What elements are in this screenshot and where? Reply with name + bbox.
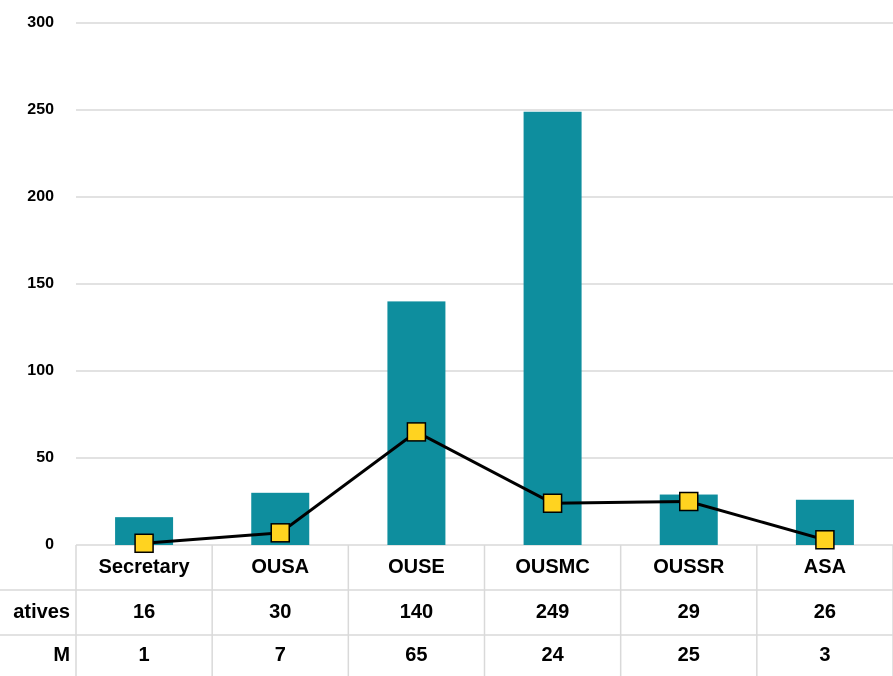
x-tick-label: OUSSR xyxy=(653,556,725,578)
table-value: 7 xyxy=(275,644,286,666)
table-value: 65 xyxy=(405,644,427,666)
x-tick-label: OUSMC xyxy=(515,556,589,578)
y-tick-label: 200 xyxy=(27,188,54,205)
bar xyxy=(523,111,582,546)
table-value: 30 xyxy=(269,601,291,623)
marker xyxy=(134,533,154,554)
x-tick-label: Secretary xyxy=(98,556,190,578)
marker xyxy=(270,523,290,543)
table-value: 16 xyxy=(133,601,155,623)
table-value: 3 xyxy=(819,644,830,666)
table-value: 25 xyxy=(678,644,700,666)
x-tick-label: ASA xyxy=(804,556,846,578)
row-label: atives xyxy=(13,601,70,623)
x-tick-label: OUSE xyxy=(388,556,445,578)
marker xyxy=(815,530,835,550)
line xyxy=(143,430,826,545)
table-value: 1 xyxy=(139,644,150,666)
table-value: 249 xyxy=(536,601,569,623)
table-value: 24 xyxy=(541,644,564,666)
y-tick-label: 0 xyxy=(45,536,54,553)
table-value: 140 xyxy=(400,601,433,623)
y-tick-label: 300 xyxy=(27,14,54,31)
marker xyxy=(406,422,427,442)
y-tick-label: 50 xyxy=(36,449,54,466)
table-value: 26 xyxy=(814,601,836,623)
y-tick-label: 150 xyxy=(27,275,54,292)
y-tick-label: 250 xyxy=(27,101,54,118)
marker xyxy=(679,491,699,512)
x-tick-label: OUSA xyxy=(251,556,309,578)
y-tick-label: 100 xyxy=(27,362,54,379)
marker xyxy=(542,493,563,513)
table-value: 29 xyxy=(678,601,700,623)
row-label: M xyxy=(53,644,70,666)
